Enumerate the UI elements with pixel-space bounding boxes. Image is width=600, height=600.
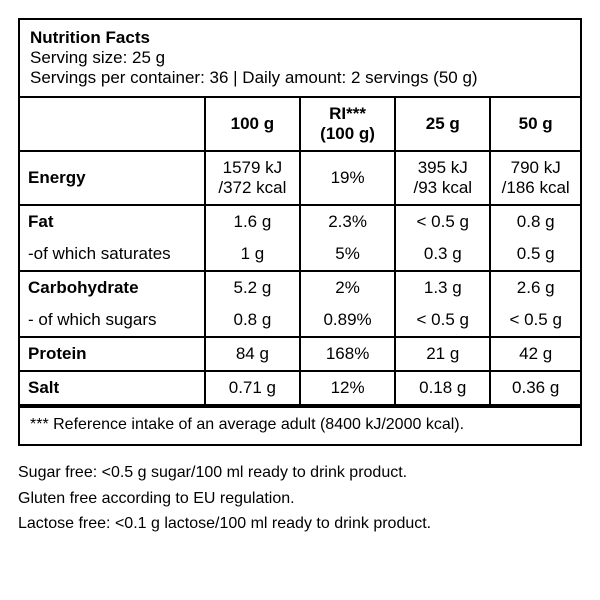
cell: 0.8 g [490, 205, 580, 238]
row-carbohydrate: Carbohydrate 5.2 g 2% 1.3 g 2.6 g [20, 271, 580, 304]
nutrition-panel: Nutrition Facts Serving size: 25 g Servi… [18, 18, 582, 446]
cell: 1 g [205, 238, 300, 271]
cell: < 0.5 g [395, 304, 490, 337]
cell: 5.2 g [205, 271, 300, 304]
label: Fat [20, 205, 205, 238]
cell: 0.5 g [490, 238, 580, 271]
cell: 5% [300, 238, 395, 271]
col-50g: 50 g [490, 98, 580, 151]
serving-size: Serving size: 25 g [30, 48, 570, 68]
cell: 0.89% [300, 304, 395, 337]
col-blank [20, 98, 205, 151]
cell: 42 g [490, 337, 580, 371]
col-25g: 25 g [395, 98, 490, 151]
note-sugar-free: Sugar free: <0.5 g sugar/100 ml ready to… [18, 460, 582, 486]
col-100g: 100 g [205, 98, 300, 151]
row-protein: Protein 84 g 168% 21 g 42 g [20, 337, 580, 371]
panel-header: Nutrition Facts Serving size: 25 g Servi… [20, 20, 580, 98]
cell: 2% [300, 271, 395, 304]
row-energy: Energy 1579 kJ/372 kcal 19% 395 kJ/93 kc… [20, 151, 580, 205]
label: Protein [20, 337, 205, 371]
row-fat: Fat 1.6 g 2.3% < 0.5 g 0.8 g [20, 205, 580, 238]
cell: 168% [300, 337, 395, 371]
cell: < 0.5 g [490, 304, 580, 337]
label: - of which sugars [20, 304, 205, 337]
cell: 84 g [205, 337, 300, 371]
cell: 19% [300, 151, 395, 205]
cell: 21 g [395, 337, 490, 371]
nutrition-table: 100 g RI*** (100 g) 25 g 50 g Energy 157… [20, 98, 580, 406]
cell: 1.6 g [205, 205, 300, 238]
servings-per-container: Servings per container: 36 | Daily amoun… [30, 68, 570, 88]
row-carb-sugars: - of which sugars 0.8 g 0.89% < 0.5 g < … [20, 304, 580, 337]
title: Nutrition Facts [30, 28, 570, 48]
col-ri: RI*** (100 g) [300, 98, 395, 151]
additional-notes: Sugar free: <0.5 g sugar/100 ml ready to… [18, 460, 582, 537]
cell: 790 kJ/186 kcal [490, 151, 580, 205]
cell: 1.3 g [395, 271, 490, 304]
cell: 0.8 g [205, 304, 300, 337]
cell: 0.71 g [205, 371, 300, 405]
reference-intake-footnote: *** Reference intake of an average adult… [20, 406, 580, 444]
cell: < 0.5 g [395, 205, 490, 238]
label: Energy [20, 151, 205, 205]
note-gluten-free: Gluten free according to EU regulation. [18, 486, 582, 512]
cell: 0.18 g [395, 371, 490, 405]
label: -of which saturates [20, 238, 205, 271]
label: Salt [20, 371, 205, 405]
cell: 395 kJ/93 kcal [395, 151, 490, 205]
cell: 1579 kJ/372 kcal [205, 151, 300, 205]
row-fat-saturates: -of which saturates 1 g 5% 0.3 g 0.5 g [20, 238, 580, 271]
cell: 12% [300, 371, 395, 405]
cell: 2.6 g [490, 271, 580, 304]
table-header-row: 100 g RI*** (100 g) 25 g 50 g [20, 98, 580, 151]
cell: 2.3% [300, 205, 395, 238]
cell: 0.36 g [490, 371, 580, 405]
cell: 0.3 g [395, 238, 490, 271]
note-lactose-free: Lactose free: <0.1 g lactose/100 ml read… [18, 511, 582, 537]
label: Carbohydrate [20, 271, 205, 304]
row-salt: Salt 0.71 g 12% 0.18 g 0.36 g [20, 371, 580, 405]
